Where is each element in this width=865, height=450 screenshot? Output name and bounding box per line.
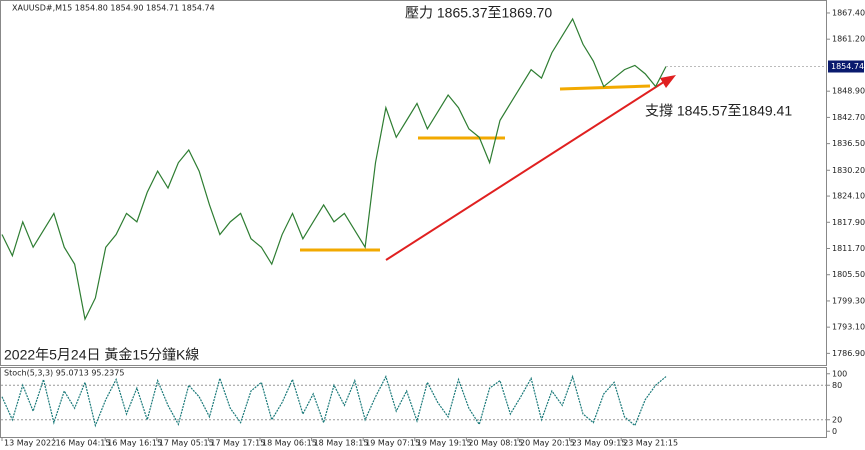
x-tick-label: 16 May 04:15 — [56, 439, 111, 448]
x-tick-label: 17 May 17:15 — [210, 439, 265, 448]
y-tick-label: 1830.20 — [832, 166, 865, 175]
chart-header: XAUUSD#,M15 1854.80 1854.90 1854.71 1854… — [12, 4, 215, 13]
x-tick-label: 23 May 09:15 — [572, 439, 627, 448]
x-tick-label: 19 May 07:15 — [365, 439, 420, 448]
stoch-frame — [0, 367, 827, 438]
x-tick-label: 16 May 16:15 — [107, 439, 162, 448]
price-line — [1, 374, 667, 428]
trend-line — [385, 77, 671, 261]
last-price-label: 1854.74 — [831, 62, 864, 71]
last-price-box — [828, 60, 864, 73]
x-tick-label: 18 May 18:15 — [314, 439, 369, 448]
y-tick-label: 100 — [832, 369, 847, 378]
annotation: 2022年5月24日 黃金15分鐘K線 — [4, 347, 199, 363]
x-tick-label: 17 May 05:15 — [159, 439, 214, 448]
y-tick-label: 1836.50 — [832, 139, 865, 148]
y-tick-label: 1861.20 — [832, 35, 865, 44]
y-tick-label: 1817.90 — [832, 218, 865, 227]
y-tick-label: 1842.70 — [832, 113, 865, 122]
x-tick-label: 13 May 2022 — [4, 439, 56, 448]
y-tick-label: 1867.40 — [832, 8, 865, 17]
y-tick-label: 1805.50 — [832, 270, 865, 279]
support-line — [559, 84, 651, 91]
y-tick-label: 1811.70 — [832, 244, 865, 253]
annotation: 支撐 1845.57至1849.41 — [645, 103, 792, 119]
x-tick-label: 18 May 06:15 — [262, 439, 317, 448]
y-tick-label: 1799.30 — [832, 296, 865, 305]
price-line — [1, 17, 667, 322]
y-tick-label: 1848.90 — [832, 87, 865, 96]
x-tick-label: 20 May 08:15 — [468, 439, 523, 448]
y-tick-label: 1793.10 — [832, 323, 865, 332]
y-tick-label: 0 — [832, 427, 837, 436]
y-tick-label: 1824.10 — [832, 192, 865, 201]
x-tick-label: 20 May 20:15 — [520, 439, 575, 448]
x-tick-label: 23 May 21:15 — [623, 439, 678, 448]
x-tick-label: 19 May 19:15 — [417, 439, 472, 448]
y-tick-label: 1786.90 — [832, 349, 865, 358]
y-tick-label: 80 — [832, 381, 842, 390]
trend-arrow — [660, 75, 676, 88]
y-tick-label: 20 — [832, 415, 842, 424]
price-frame — [0, 0, 827, 366]
stoch-header: Stoch(5,3,3) 95.0713 95.2375 — [4, 369, 124, 378]
annotation: 壓力 1865.37至1869.70 — [405, 5, 552, 21]
